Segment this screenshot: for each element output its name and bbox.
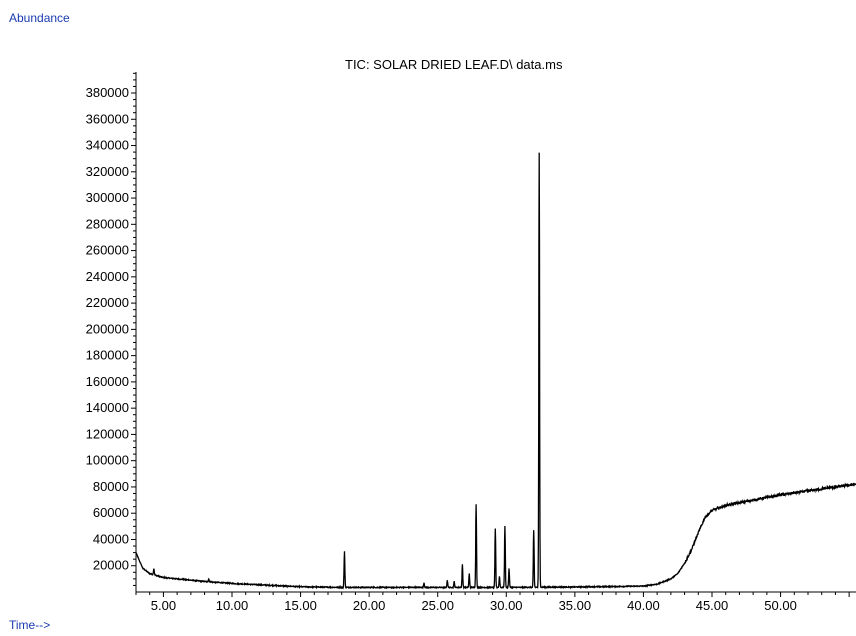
y-tick-label: 80000 xyxy=(93,479,129,494)
y-tick-label: 100000 xyxy=(86,453,129,468)
x-tick-label: 40.00 xyxy=(627,598,660,613)
y-tick-label: 280000 xyxy=(86,216,129,231)
y-tick-label: 160000 xyxy=(86,374,129,389)
y-tick-label: 340000 xyxy=(86,138,129,153)
y-tick-label: 320000 xyxy=(86,164,129,179)
y-tick-label: 120000 xyxy=(86,426,129,441)
y-tick-label: 140000 xyxy=(86,400,129,415)
chart-title: TIC: SOLAR DRIED LEAF.D\ data.ms xyxy=(345,57,563,72)
y-tick-label: 240000 xyxy=(86,269,129,284)
x-tick-label: 35.00 xyxy=(559,598,592,613)
y-tick-label: 180000 xyxy=(86,348,129,363)
x-tick-label: 50.00 xyxy=(764,598,797,613)
tic-series-line xyxy=(135,152,856,590)
x-tick-label: 45.00 xyxy=(696,598,729,613)
y-tick-label: 200000 xyxy=(86,321,129,336)
y-tick-label: 60000 xyxy=(93,505,129,520)
y-tick-label: 260000 xyxy=(86,243,129,258)
x-tick-label: 20.00 xyxy=(353,598,386,613)
y-tick-label: 300000 xyxy=(86,190,129,205)
y-tick-label: 360000 xyxy=(86,111,129,126)
x-tick-label: 30.00 xyxy=(490,598,523,613)
x-tick-label: 25.00 xyxy=(421,598,454,613)
y-tick-label: 40000 xyxy=(93,531,129,546)
y-tick-label: 20000 xyxy=(93,558,129,573)
x-tick-label: 10.00 xyxy=(216,598,249,613)
x-tick-label: 15.00 xyxy=(284,598,317,613)
x-axis-label: Time--> xyxy=(9,618,51,632)
x-tick-label: 5.00 xyxy=(151,598,176,613)
y-tick-label: 380000 xyxy=(86,85,129,100)
y-tick-label: 220000 xyxy=(86,295,129,310)
y-axis-label: Abundance xyxy=(9,11,70,25)
